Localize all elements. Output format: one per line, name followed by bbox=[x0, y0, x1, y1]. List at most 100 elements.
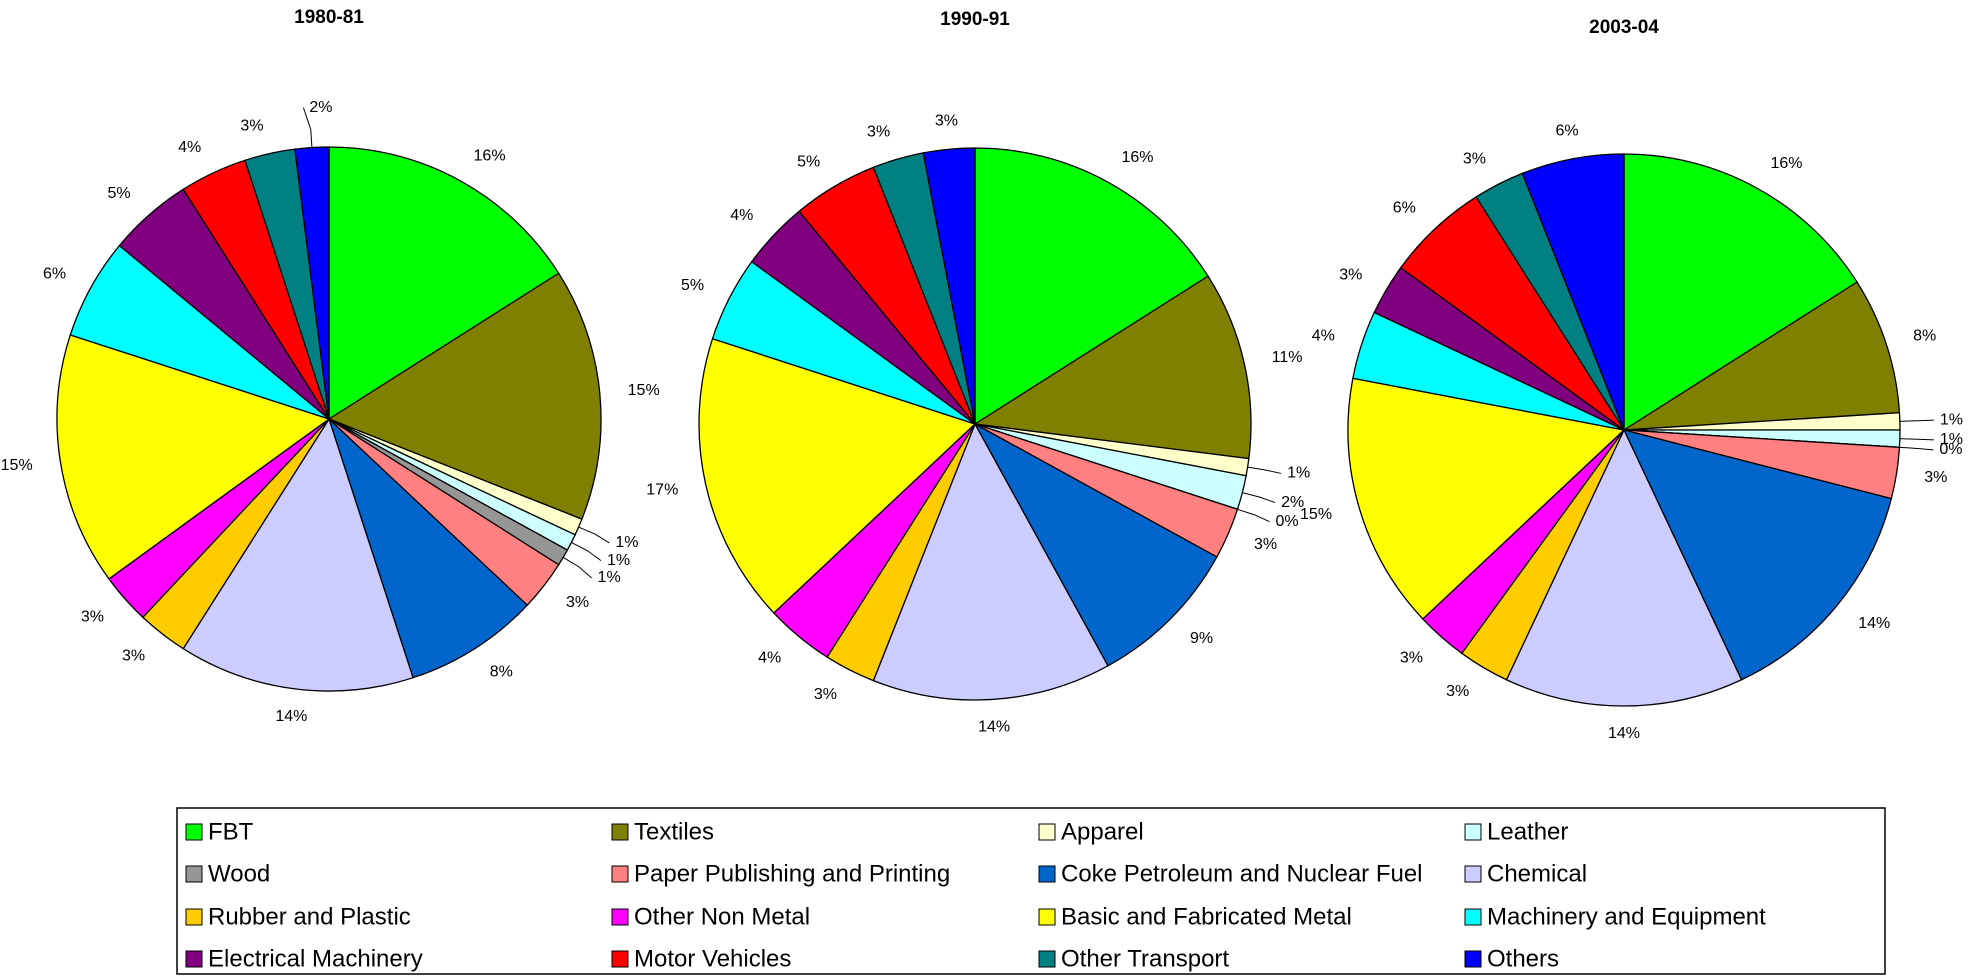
data-label: 2% bbox=[309, 99, 332, 116]
legend-box bbox=[176, 807, 1886, 975]
data-label: 3% bbox=[867, 123, 890, 140]
legend-label: Wood bbox=[208, 860, 270, 887]
data-label: 0% bbox=[1276, 513, 1299, 530]
chart-title: 2003-04 bbox=[1589, 17, 1659, 38]
pie-slice bbox=[1622, 429, 1893, 681]
pie-slice bbox=[973, 275, 1252, 460]
data-label: 5% bbox=[797, 154, 820, 171]
legend-label: FBT bbox=[208, 818, 254, 845]
data-label: 1% bbox=[1940, 411, 1963, 428]
data-label: 15% bbox=[1, 457, 33, 474]
legend-label: Paper Publishing and Printing bbox=[634, 860, 950, 887]
legend-label: Basic and Fabricated Metal bbox=[1061, 903, 1352, 930]
legend-label: Other Non Metal bbox=[634, 903, 810, 930]
legend-swatch bbox=[1464, 950, 1482, 968]
legend-swatch bbox=[1464, 823, 1482, 841]
pie-slice bbox=[294, 146, 330, 420]
legend-label: Apparel bbox=[1061, 818, 1144, 845]
leader-line bbox=[571, 542, 602, 562]
pie-slice bbox=[1521, 153, 1625, 431]
pie-slice bbox=[1347, 377, 1626, 620]
data-label: 1% bbox=[607, 552, 630, 569]
legend-swatch bbox=[611, 908, 629, 926]
legend-swatch bbox=[1464, 865, 1482, 883]
pie-slice bbox=[973, 422, 1218, 667]
data-label: 2% bbox=[1281, 494, 1304, 511]
data-label: 1% bbox=[1940, 431, 1963, 448]
legend-swatch bbox=[1038, 950, 1056, 968]
data-label: 3% bbox=[240, 117, 263, 134]
pie-slice bbox=[56, 334, 331, 580]
data-label: 3% bbox=[1463, 150, 1486, 167]
data-label: 0% bbox=[1939, 441, 1962, 458]
leader-line bbox=[1899, 446, 1934, 451]
chart-title: 1990-91 bbox=[940, 9, 1010, 30]
pie-slice bbox=[327, 272, 602, 520]
data-label: 8% bbox=[490, 664, 513, 681]
legend-label: Machinery and Equipment bbox=[1487, 903, 1766, 930]
legend-swatch bbox=[1038, 865, 1056, 883]
data-label: 3% bbox=[814, 686, 837, 703]
data-label: 14% bbox=[1858, 615, 1890, 632]
data-label: 16% bbox=[1770, 155, 1802, 172]
legend-swatch bbox=[1464, 908, 1482, 926]
data-label: 3% bbox=[566, 594, 589, 611]
data-label: 1% bbox=[1287, 465, 1310, 482]
pie-slice bbox=[1623, 281, 1901, 431]
legend-label: Rubber and Plastic bbox=[208, 903, 411, 930]
chart-title: 1980-81 bbox=[294, 7, 364, 28]
pie-slice bbox=[922, 147, 976, 425]
legend-swatch bbox=[185, 950, 203, 968]
data-label: 15% bbox=[628, 382, 660, 399]
data-label: 4% bbox=[730, 207, 753, 224]
data-label: 16% bbox=[1121, 149, 1153, 166]
data-label: 14% bbox=[1608, 725, 1640, 742]
legend-swatch bbox=[1038, 908, 1056, 926]
data-label: 1% bbox=[598, 569, 621, 586]
legend-label: Textiles bbox=[634, 818, 714, 845]
legend-label: Coke Petroleum and Nuclear Fuel bbox=[1061, 860, 1423, 887]
legend-swatch bbox=[185, 865, 203, 883]
pie-slice bbox=[872, 422, 1109, 701]
data-label: 8% bbox=[1913, 327, 1936, 344]
data-label: 4% bbox=[1312, 327, 1335, 344]
data-label: 3% bbox=[81, 609, 104, 626]
legend-label: Other Transport bbox=[1061, 945, 1229, 972]
data-label: 3% bbox=[1339, 266, 1362, 283]
data-label: 6% bbox=[1393, 200, 1416, 217]
data-label: 3% bbox=[1924, 469, 1947, 486]
data-label: 15% bbox=[1300, 506, 1332, 523]
data-label: 3% bbox=[1254, 536, 1277, 553]
pie-slice bbox=[974, 147, 1209, 426]
legend-label: Others bbox=[1487, 945, 1559, 972]
leader-line bbox=[562, 557, 592, 579]
data-label: 3% bbox=[935, 113, 958, 130]
legend-label: Leather bbox=[1487, 818, 1568, 845]
data-label: 3% bbox=[1400, 649, 1423, 666]
pie-slice bbox=[328, 418, 529, 679]
leader-line bbox=[1247, 466, 1282, 474]
legend-swatch bbox=[611, 950, 629, 968]
legend-swatch bbox=[185, 908, 203, 926]
data-label: 1% bbox=[615, 534, 638, 551]
data-label: 3% bbox=[1446, 683, 1469, 700]
pie-slice bbox=[328, 146, 560, 421]
data-label: 17% bbox=[646, 482, 678, 499]
data-label: 4% bbox=[178, 139, 201, 156]
data-label: 5% bbox=[107, 185, 130, 202]
leader-line bbox=[1899, 438, 1934, 441]
data-label: 11% bbox=[1272, 349, 1303, 366]
data-label: 9% bbox=[1190, 630, 1213, 647]
leader-line bbox=[1242, 492, 1276, 504]
pie-slice bbox=[698, 337, 977, 614]
leader-line bbox=[1899, 419, 1934, 422]
legend-swatch bbox=[611, 823, 629, 841]
legend-label: Chemical bbox=[1487, 860, 1587, 887]
data-label: 14% bbox=[978, 719, 1010, 736]
pie-slice bbox=[182, 417, 414, 692]
legend-swatch bbox=[185, 823, 203, 841]
pie-slice bbox=[1623, 153, 1858, 432]
legend-swatch bbox=[1038, 823, 1056, 841]
data-label: 6% bbox=[1555, 123, 1578, 140]
